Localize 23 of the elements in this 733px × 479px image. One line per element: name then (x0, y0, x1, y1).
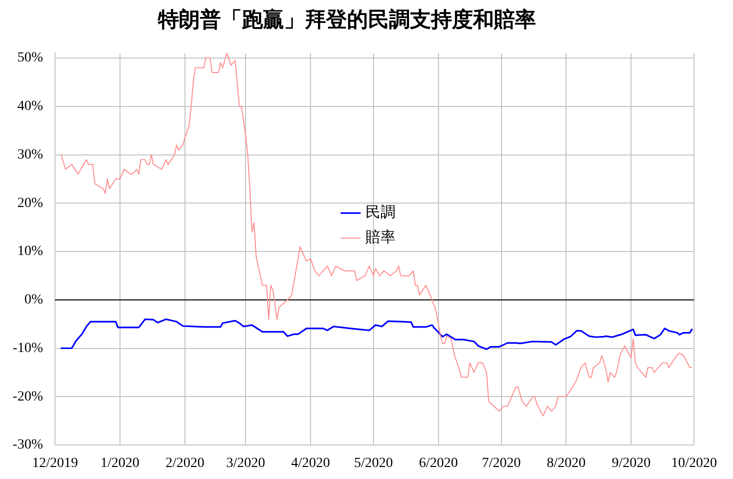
x-tick-label: 2/2020 (165, 456, 204, 472)
y-tick-label: 10% (17, 244, 44, 260)
y-tick-label: 0% (24, 292, 44, 308)
x-tick-label: 6/2020 (418, 456, 458, 472)
y-tick-label: -20% (12, 389, 44, 404)
y-tick-label: 40% (17, 99, 44, 114)
y-tick-label: -10% (12, 340, 44, 356)
x-tick-label: 10/2020 (671, 456, 717, 472)
x-tick-label: 7/2020 (482, 456, 521, 472)
x-tick-label: 4/2020 (291, 456, 330, 472)
x-tick-label: 5/2020 (354, 456, 393, 472)
y-tick-label: 30% (17, 147, 44, 162)
y-tick-label: -30% (12, 438, 44, 453)
y-tick-label: 50% (17, 50, 44, 66)
legend-label: 賠率 (366, 229, 396, 246)
chart-title: 特朗普「跑贏」拜登的民調支持度和賠率 (157, 7, 536, 32)
x-tick-label: 8/2020 (546, 456, 586, 472)
y-tick-label: 20% (17, 196, 44, 211)
x-tick-label: 12/2019 (32, 456, 78, 472)
legend-label: 民調 (366, 204, 396, 222)
x-tick-label: 1/2020 (100, 456, 140, 472)
x-tick-label: 3/2020 (226, 456, 266, 472)
x-tick-label: 9/2020 (612, 456, 651, 472)
